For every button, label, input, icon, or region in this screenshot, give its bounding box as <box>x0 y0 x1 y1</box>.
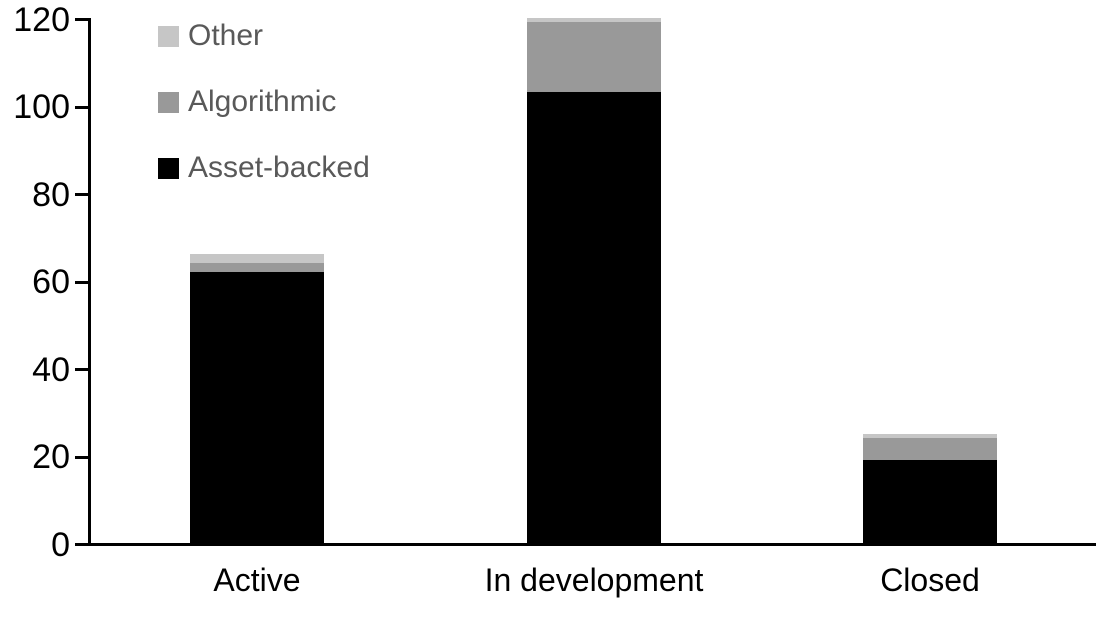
legend-label-other: Other <box>188 19 264 52</box>
y-tick-label: 20 <box>32 438 70 476</box>
y-tick <box>75 455 88 459</box>
y-axis-line <box>88 18 91 546</box>
y-tick-label: 80 <box>32 175 70 214</box>
bar-segment-algorithmic-closed <box>863 438 997 460</box>
bar-segment-other-in-development <box>527 18 661 23</box>
bar-segment-asset-backed-closed <box>863 459 997 543</box>
bar-segment-other-closed <box>863 433 997 438</box>
y-tick <box>75 18 88 21</box>
y-tick <box>75 193 88 196</box>
y-tick-label: 120 <box>13 0 70 39</box>
legend-swatch-other <box>158 25 179 47</box>
bar-segment-asset-backed-active <box>190 271 324 543</box>
y-tick-label: 100 <box>13 88 70 126</box>
x-category-label: Closed <box>880 562 980 598</box>
legend-swatch-asset-backed <box>158 157 179 179</box>
x-axis-line <box>75 543 1096 546</box>
y-tick <box>75 105 88 109</box>
legend-swatch-algorithmic <box>158 91 179 113</box>
y-tick-label: 40 <box>32 350 70 389</box>
y-tick-label: 60 <box>32 263 70 301</box>
bar-segment-algorithmic-in-development <box>527 22 661 93</box>
y-tick <box>75 280 88 284</box>
legend-label-asset-backed: Asset-backed <box>188 151 370 184</box>
bar-segment-other-active <box>190 254 324 263</box>
y-tick-label: 0 <box>51 525 70 564</box>
x-category-label: In development <box>484 562 704 598</box>
bar-segment-asset-backed-in-development <box>527 92 661 543</box>
legend-label-algorithmic: Algorithmic <box>188 85 337 118</box>
x-category-label: Active <box>213 562 301 598</box>
bar-segment-algorithmic-active <box>190 263 324 272</box>
y-tick <box>75 368 88 371</box>
